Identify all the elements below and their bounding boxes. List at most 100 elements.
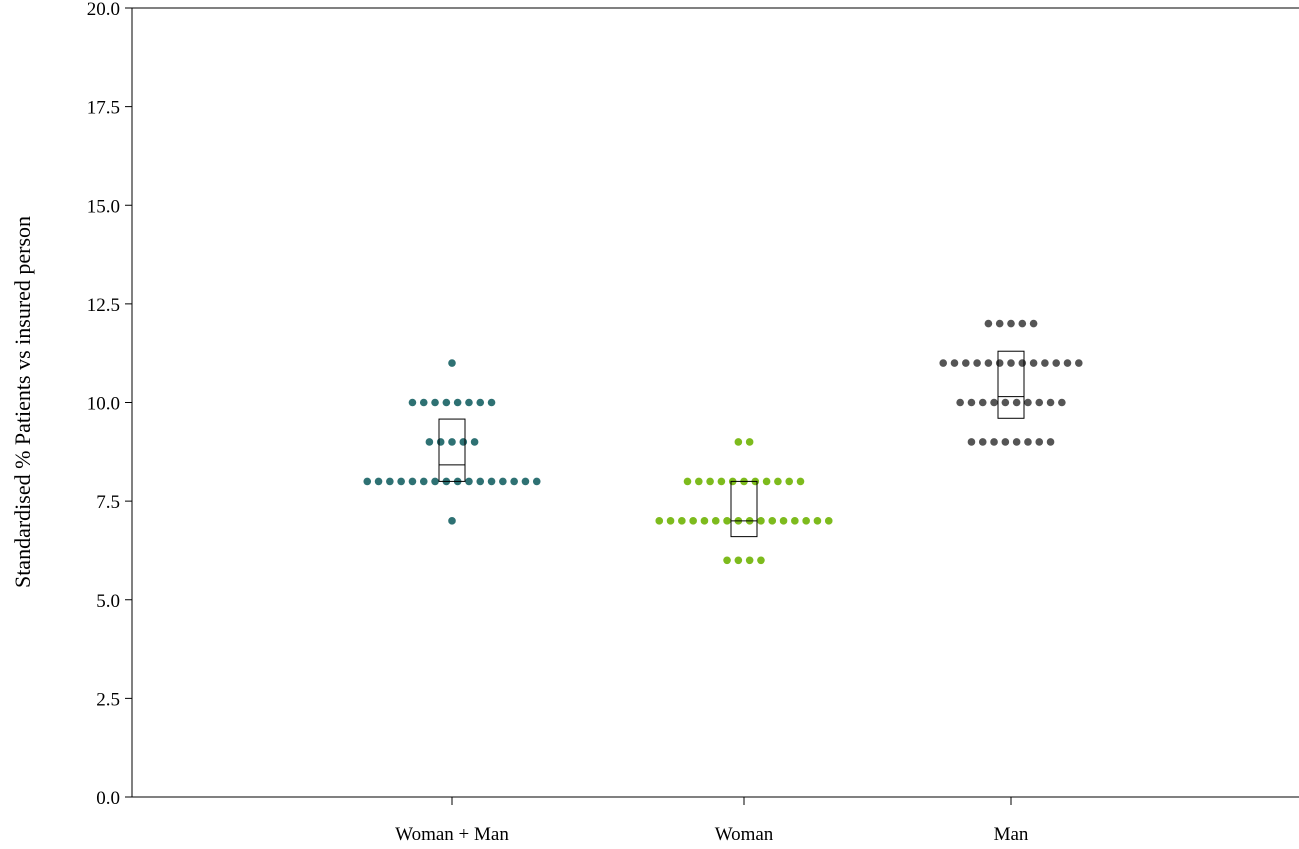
data-point: [666, 517, 675, 525]
data-point: [510, 477, 518, 486]
data-point: [1063, 359, 1072, 367]
data-point: [978, 398, 987, 407]
data-point: [1018, 359, 1027, 367]
data-point: [1029, 319, 1038, 328]
y-tick-label: 5.0: [96, 591, 120, 612]
data-point: [734, 556, 743, 565]
iqr-box: [438, 418, 466, 482]
y-axis-title: Standardised % Patients vs insured perso…: [10, 216, 35, 588]
data-point: [813, 517, 822, 525]
data-point: [1075, 359, 1083, 367]
data-point: [1046, 398, 1055, 407]
data-point: [717, 477, 726, 486]
data-point: [973, 359, 981, 367]
data-points: [363, 319, 1083, 565]
data-point: [459, 438, 468, 446]
data-point: [734, 438, 743, 446]
data-point: [962, 359, 970, 367]
data-point: [995, 319, 1004, 328]
data-point: [1001, 398, 1010, 407]
data-point: [683, 477, 692, 486]
data-point: [990, 438, 998, 446]
data-point: [487, 477, 496, 486]
data-point: [363, 477, 372, 486]
data-point: [1058, 398, 1066, 407]
data-point: [470, 438, 479, 446]
data-point: [1018, 319, 1027, 328]
data-point: [431, 477, 439, 486]
data-point: [978, 438, 987, 446]
y-tick-label: 17.5: [87, 98, 120, 119]
iqr-box: [997, 350, 1025, 419]
data-point: [476, 477, 485, 486]
data-point: [967, 438, 976, 446]
data-point: [408, 477, 417, 486]
y-tick-label: 12.5: [87, 295, 120, 316]
data-point: [1035, 398, 1044, 407]
data-point: [397, 477, 405, 486]
data-point: [436, 438, 445, 446]
y-ticks: 0.0 2.5 5.0 7.5 10.0 12.5 15.0 17.5 20.0: [87, 0, 132, 809]
data-point: [476, 398, 485, 407]
data-point: [655, 517, 664, 525]
y-tick-label: 7.5: [96, 492, 120, 513]
data-point: [824, 517, 833, 525]
data-point: [1007, 319, 1015, 328]
data-point: [768, 517, 777, 525]
data-point: [453, 398, 462, 407]
data-point: [442, 398, 451, 407]
data-point: [1024, 438, 1032, 446]
data-point: [1001, 438, 1010, 446]
data-point: [995, 359, 1004, 367]
y-tick-label: 20.0: [87, 0, 120, 20]
data-point: [990, 398, 998, 407]
data-point: [774, 477, 782, 486]
data-point: [431, 398, 439, 407]
data-point: [425, 438, 434, 446]
data-point: [1012, 398, 1021, 407]
data-point: [448, 359, 456, 367]
data-point: [1035, 438, 1044, 446]
data-point: [1024, 398, 1032, 407]
data-point: [419, 398, 428, 407]
data-point: [706, 477, 714, 486]
data-point: [1052, 359, 1060, 367]
x-ticks: Woman + Man Woman Man: [395, 797, 1029, 845]
data-point: [791, 517, 799, 525]
data-point: [984, 359, 993, 367]
data-point: [779, 517, 788, 525]
data-point: [465, 398, 473, 407]
data-point: [762, 477, 771, 486]
data-point: [1007, 359, 1015, 367]
data-point: [689, 517, 697, 525]
y-tick-label: 10.0: [87, 394, 120, 415]
data-point: [796, 477, 805, 486]
data-point: [785, 477, 793, 486]
data-point: [757, 556, 765, 565]
data-point: [745, 438, 754, 446]
iqr-box: [730, 480, 758, 538]
data-point: [408, 398, 417, 407]
data-point: [1012, 438, 1021, 446]
data-point: [1041, 359, 1049, 367]
data-point: [723, 517, 731, 525]
data-point: [386, 477, 394, 486]
data-point: [802, 517, 810, 525]
boxes: [438, 350, 1025, 538]
data-point: [723, 556, 731, 565]
data-point: [487, 398, 496, 407]
data-point: [521, 477, 530, 486]
data-point: [448, 517, 456, 525]
data-point: [939, 359, 947, 367]
data-point: [745, 556, 754, 565]
data-point: [950, 359, 959, 367]
data-point: [448, 438, 456, 446]
data-point: [695, 477, 703, 486]
x-tick-label: Man: [994, 824, 1029, 845]
data-point: [499, 477, 507, 486]
y-tick-label: 0.0: [96, 788, 120, 809]
data-point: [1029, 359, 1038, 367]
x-tick-label: Woman + Man: [395, 824, 509, 845]
